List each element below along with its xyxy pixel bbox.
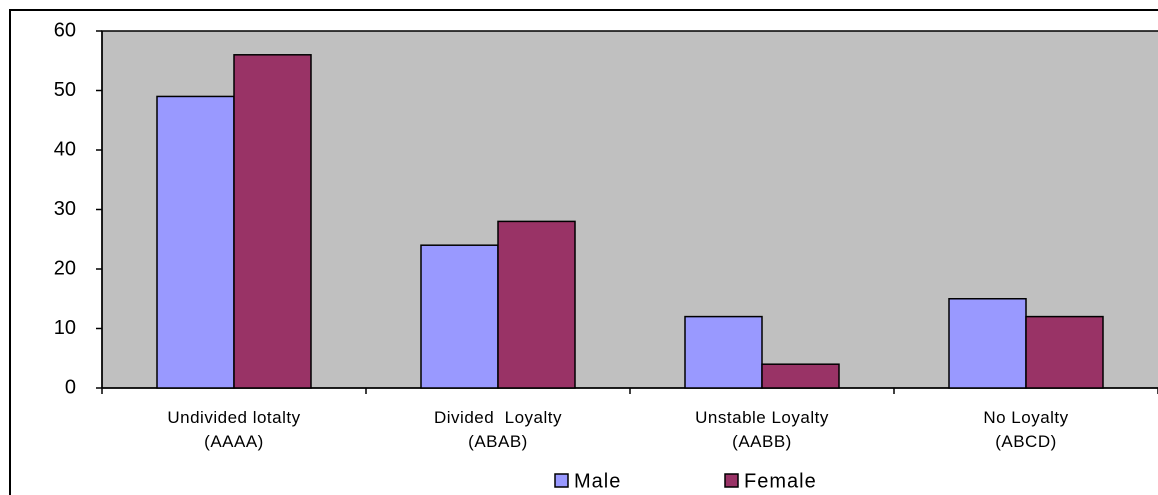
legend-swatch bbox=[724, 473, 739, 488]
y-tick-label: 20 bbox=[54, 257, 76, 279]
legend-label: Female bbox=[744, 470, 817, 492]
y-tick-label: 50 bbox=[54, 79, 76, 101]
bar bbox=[948, 298, 1027, 389]
bar bbox=[497, 220, 576, 389]
bar bbox=[156, 95, 235, 389]
x-tick-label: Divided Loyalty (ABAB) bbox=[433, 408, 568, 451]
legend-label: Male bbox=[574, 470, 621, 492]
x-tick-label: No Loyalty (ABCD) bbox=[983, 408, 1074, 451]
bar bbox=[1025, 315, 1104, 389]
legend-swatch bbox=[554, 473, 569, 488]
y-tick-label: 10 bbox=[54, 317, 76, 339]
x-tick-label: Undivided lotalty (AAAA) bbox=[167, 408, 306, 451]
bar bbox=[233, 54, 312, 389]
y-tick-label: 0 bbox=[65, 376, 76, 398]
y-tick-label: 40 bbox=[54, 138, 76, 160]
bar bbox=[420, 244, 499, 389]
bar bbox=[761, 363, 840, 389]
bar bbox=[684, 315, 763, 389]
y-tick-label: 30 bbox=[54, 198, 76, 220]
x-tick-label: Unstable Loyalty (AABB) bbox=[695, 408, 835, 451]
y-tick-label: 60 bbox=[54, 19, 76, 41]
